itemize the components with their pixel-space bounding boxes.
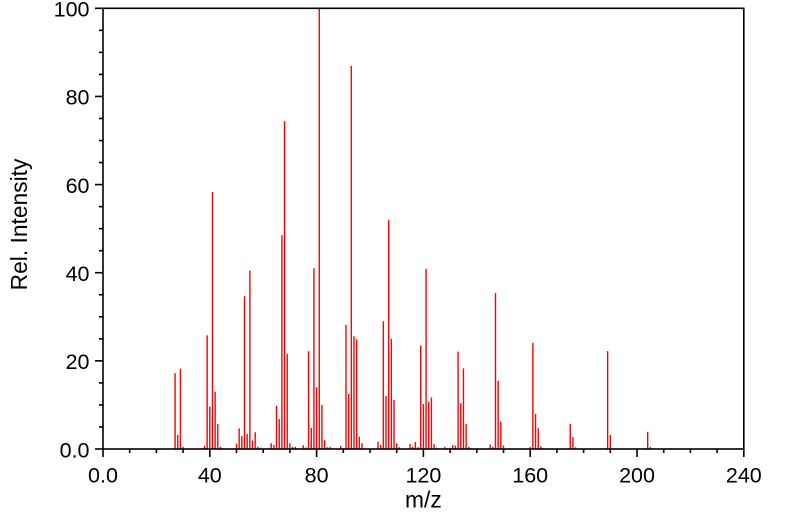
svg-text:80: 80 (66, 86, 90, 110)
svg-text:20: 20 (66, 350, 90, 374)
svg-text:200: 200 (619, 464, 655, 488)
svg-text:80: 80 (305, 464, 329, 488)
svg-text:0.0: 0.0 (60, 438, 90, 462)
svg-text:100: 100 (54, 0, 90, 22)
svg-text:240: 240 (726, 464, 762, 488)
svg-text:Rel. Intensity: Rel. Intensity (6, 158, 32, 290)
svg-text:40: 40 (198, 464, 222, 488)
svg-text:40: 40 (66, 262, 90, 286)
svg-text:120: 120 (405, 464, 441, 488)
svg-text:0.0: 0.0 (88, 464, 118, 488)
svg-text:m/z: m/z (405, 487, 442, 513)
svg-text:60: 60 (66, 174, 90, 198)
svg-text:160: 160 (512, 464, 548, 488)
